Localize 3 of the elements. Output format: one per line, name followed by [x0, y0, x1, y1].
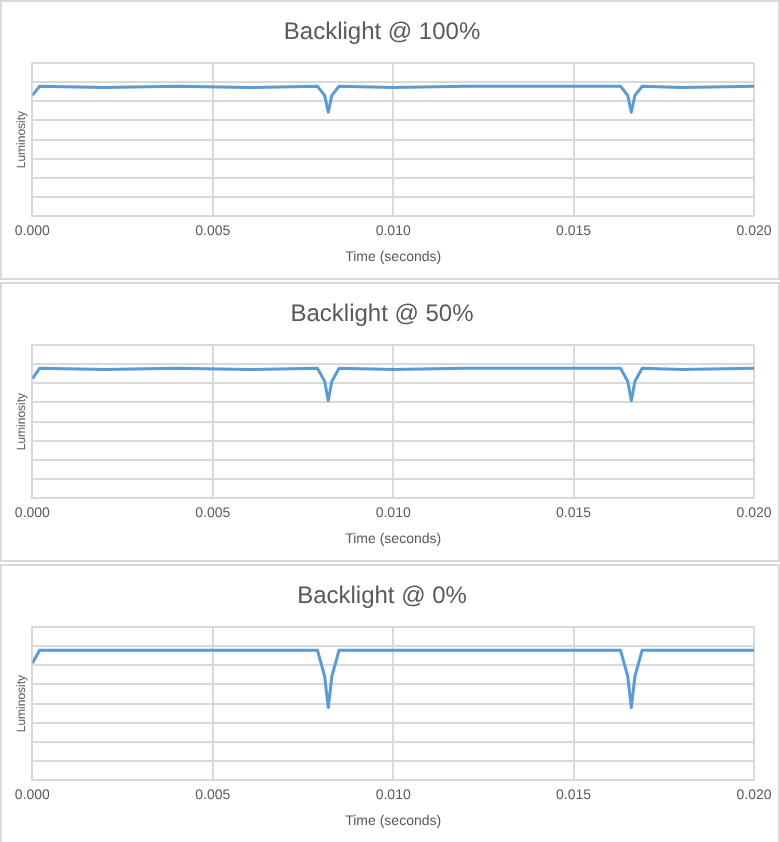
chart-title: Backlight @ 100% [283, 17, 481, 46]
chart-title: Backlight @ 0% [297, 581, 468, 610]
chart-title: Backlight @ 50% [290, 299, 475, 328]
